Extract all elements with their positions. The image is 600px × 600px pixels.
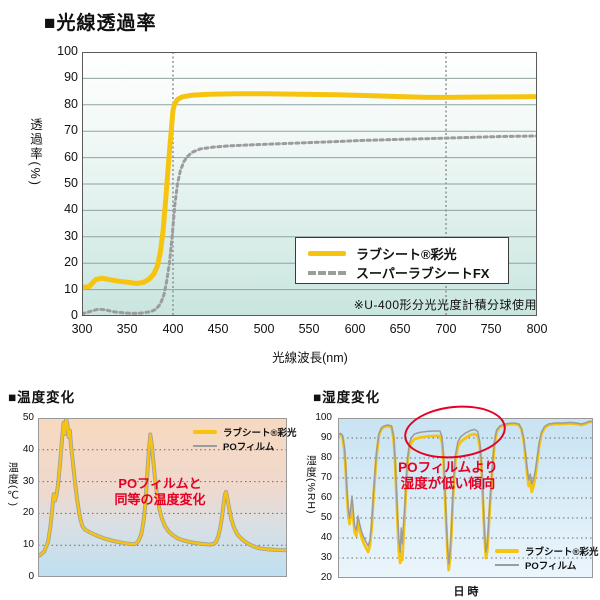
y-tick-label: 100	[57, 44, 78, 58]
humidity-annotation: POフィルムより 湿度が低い傾向	[383, 460, 513, 492]
y-tick-label: 10	[64, 282, 78, 296]
y-tick-label: 80	[64, 97, 78, 111]
gray-line-swatch	[193, 445, 217, 447]
y-tick-label: 30	[22, 476, 34, 487]
annotation-line: POフィルムと	[118, 476, 202, 491]
annotation-line: 同等の温度変化	[114, 491, 206, 507]
x-tick-label: 500	[253, 322, 275, 336]
humidity-x-axis-label: 日 時	[453, 586, 479, 598]
x-tick-label: 550	[298, 322, 320, 336]
legend-label: ラブシート®彩光	[356, 247, 457, 262]
y-tick-label: 60	[64, 150, 78, 164]
humidity-plot	[338, 418, 593, 578]
y-tick-label: 0	[71, 308, 78, 322]
y-tick-label: 30	[64, 229, 78, 243]
x-tick-label: 800	[526, 322, 548, 336]
x-tick-label: 750	[480, 322, 502, 336]
y-tick-label: 50	[22, 412, 34, 423]
y-tick-label: 30	[320, 552, 332, 563]
y-tick-label: 20	[22, 507, 34, 518]
gray-dashed-line-swatch	[308, 270, 346, 275]
temperature-plot	[38, 418, 287, 577]
y-tick-label: 90	[64, 70, 78, 84]
yellow-line-swatch	[308, 251, 346, 256]
transmittance-y-axis-label: 透過率(%)	[28, 118, 42, 187]
x-tick-label: 650	[389, 322, 411, 336]
x-tick-label: 300	[71, 322, 93, 336]
gray-line-swatch	[495, 564, 519, 566]
legend-label: ラブシート®彩光	[525, 547, 599, 558]
annotation-line: POフィルムより	[398, 460, 498, 475]
temperature-title: ■温度変化	[8, 390, 76, 405]
legend-item: ラブシート®彩光	[308, 244, 496, 263]
legend-item: POフィルム	[193, 439, 297, 453]
y-tick-label: 50	[320, 512, 332, 523]
measurement-note: ※U-400形分光光度計積分球使用	[353, 298, 537, 312]
temperature-legend: ラブシート®彩光 POフィルム	[193, 425, 297, 453]
y-tick-label: 20	[320, 572, 332, 583]
x-tick-label: 350	[116, 322, 138, 336]
yellow-line-swatch	[495, 549, 519, 553]
y-tick-label: 20	[64, 255, 78, 269]
y-tick-label: 70	[320, 472, 332, 483]
y-tick-label: 80	[320, 452, 332, 463]
legend-label: ラブシート®彩光	[223, 428, 297, 439]
x-tick-label: 700	[435, 322, 457, 336]
y-tick-label: 50	[64, 176, 78, 190]
x-tick-label: 400	[162, 322, 184, 336]
x-tick-label: 600	[344, 322, 366, 336]
plot-background	[38, 418, 287, 577]
yellow-line-swatch	[193, 430, 217, 434]
x-tick-label: 450	[207, 322, 229, 336]
annotation-line: 湿度が低い傾向	[400, 476, 496, 491]
legend-label: POフィルム	[525, 561, 577, 572]
y-tick-label: 70	[64, 123, 78, 137]
y-tick-label: 10	[22, 539, 34, 550]
legend-item: ラブシート®彩光	[193, 425, 297, 439]
transmittance-title: ■光線透過率	[44, 13, 157, 34]
humidity-title: ■湿度変化	[313, 390, 381, 405]
y-tick-label: 0	[28, 571, 34, 582]
legend-item: スーパーラブシートFX	[308, 263, 496, 282]
y-tick-label: 100	[315, 412, 332, 423]
legend-item: ラブシート®彩光	[495, 544, 599, 558]
temperature-annotation: POフィルムと 同等の温度変化	[90, 476, 230, 507]
humidity-y-axis-label: 湿度(%RH)	[305, 455, 317, 515]
transmittance-x-axis-label: 光線波長(nm)	[272, 351, 348, 365]
y-tick-label: 90	[320, 432, 332, 443]
legend-label: POフィルム	[223, 442, 275, 453]
y-tick-label: 40	[64, 202, 78, 216]
y-tick-label: 40	[22, 444, 34, 455]
y-tick-label: 60	[320, 492, 332, 503]
humidity-legend: ラブシート®彩光 POフィルム	[495, 544, 599, 572]
y-tick-label: 40	[320, 532, 332, 543]
legend-label: スーパーラブシートFX	[356, 266, 490, 281]
legend-item: POフィルム	[495, 558, 599, 572]
transmittance-legend: ラブシート®彩光 スーパーラブシートFX	[295, 237, 509, 284]
temperature-y-axis-label: 温度(℃)	[7, 462, 19, 507]
